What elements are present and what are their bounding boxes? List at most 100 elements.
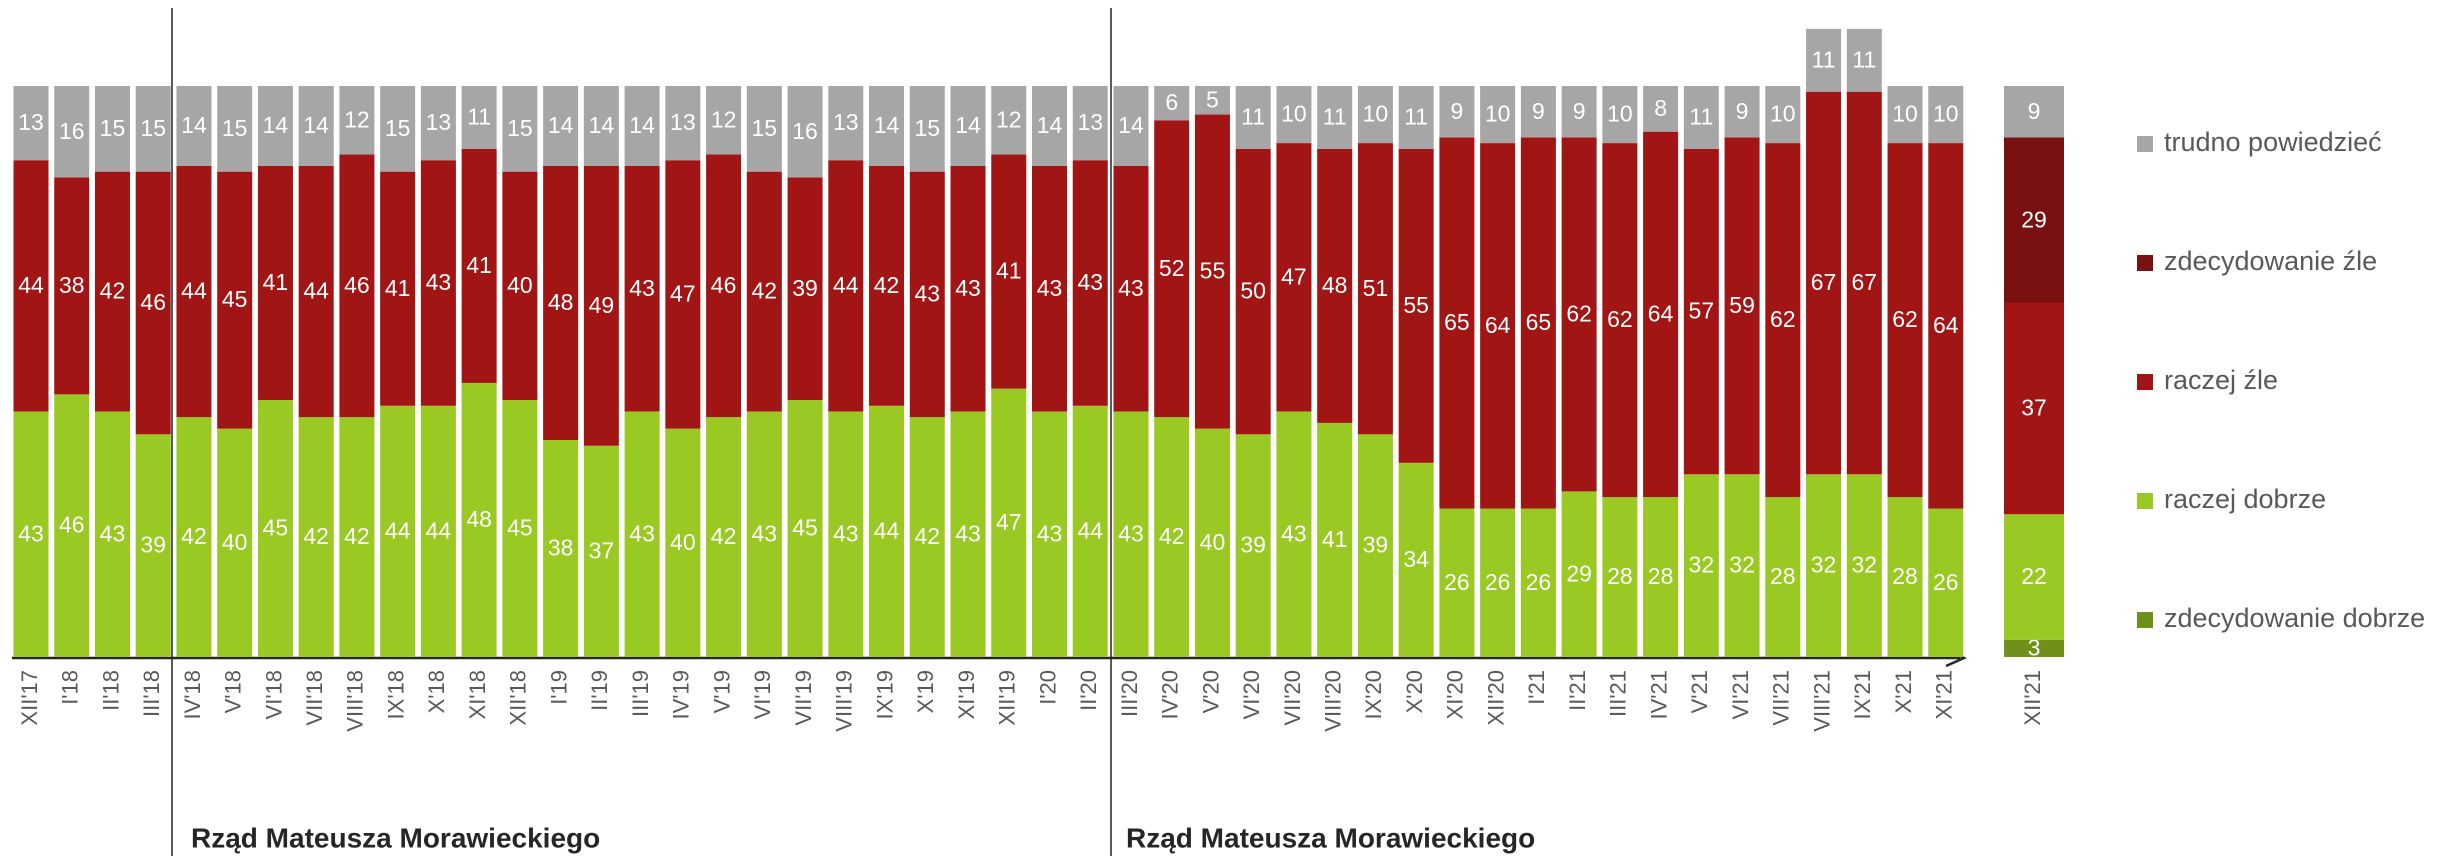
value-label: 10 <box>1363 101 1389 127</box>
x-tick-label: XI'20 <box>1443 670 1468 719</box>
legend-label: raczej dobrze <box>2164 484 2326 514</box>
value-label: 15 <box>140 115 166 141</box>
value-label: 12 <box>996 106 1022 132</box>
value-label: 28 <box>1892 563 1918 589</box>
value-label: 44 <box>18 272 44 298</box>
value-label: 43 <box>1118 520 1144 546</box>
value-label: 43 <box>833 520 859 546</box>
value-label: 37 <box>589 537 615 563</box>
value-label: 14 <box>181 112 207 138</box>
chart: 434413XII'17463816I'18434215II'18394615I… <box>0 0 2453 856</box>
value-label: 10 <box>1281 101 1307 127</box>
value-label: 47 <box>670 280 696 306</box>
value-label: 43 <box>1118 275 1144 301</box>
value-label: 28 <box>1607 563 1633 589</box>
value-label: 55 <box>1403 292 1429 318</box>
value-label: 44 <box>385 517 411 543</box>
value-label: 10 <box>1485 101 1511 127</box>
value-label: 43 <box>955 275 981 301</box>
value-label: 47 <box>996 509 1022 535</box>
x-tick-label: XI'18 <box>465 670 490 719</box>
x-tick-label: XII'21 <box>2020 670 2045 726</box>
value-label: 40 <box>1200 529 1226 555</box>
value-label: 62 <box>1892 306 1918 332</box>
value-label: 12 <box>344 106 370 132</box>
x-tick-label: XI'21 <box>1932 670 1957 719</box>
value-label: 67 <box>1811 269 1837 295</box>
value-label: 14 <box>629 112 655 138</box>
value-label: 37 <box>2021 395 2047 421</box>
annotation: Rząd Mateusza Morawieckiego <box>1126 822 1535 853</box>
value-label: 49 <box>589 292 615 318</box>
value-label: 45 <box>263 515 289 541</box>
value-label: 14 <box>874 112 900 138</box>
value-label: 44 <box>874 517 900 543</box>
value-label: 15 <box>507 115 533 141</box>
value-label: 44 <box>181 278 207 304</box>
value-label: 42 <box>100 278 126 304</box>
value-label: 67 <box>1852 269 1878 295</box>
value-label: 13 <box>1077 109 1103 135</box>
legend-label: zdecydowanie źle <box>2164 246 2377 276</box>
value-label: 64 <box>1485 312 1511 338</box>
value-label: 42 <box>303 523 329 549</box>
value-label: 32 <box>1811 552 1837 578</box>
value-label: 65 <box>1526 309 1552 335</box>
x-tick-label: VIII'19 <box>832 670 857 732</box>
value-label: 43 <box>1037 520 1063 546</box>
value-label: 44 <box>426 517 452 543</box>
value-label: 11 <box>1852 46 1876 72</box>
x-tick-label: IV'21 <box>1646 670 1671 719</box>
value-label: 15 <box>385 115 411 141</box>
value-label: 46 <box>140 289 166 315</box>
value-label: 11 <box>1689 103 1713 129</box>
value-label: 10 <box>1892 101 1918 127</box>
x-tick-label: XI'19 <box>954 670 979 719</box>
value-label: 43 <box>629 275 655 301</box>
x-tick-label: X'21 <box>1891 670 1916 713</box>
x-tick-label: IX'19 <box>872 670 897 719</box>
value-label: 39 <box>1240 532 1266 558</box>
x-tick-label: IX'21 <box>1850 670 1875 719</box>
value-label: 8 <box>1654 95 1667 121</box>
value-label: 64 <box>1648 300 1674 326</box>
value-label: 50 <box>1240 278 1266 304</box>
value-label: 26 <box>1485 569 1511 595</box>
value-label: 26 <box>1526 569 1552 595</box>
value-label: 14 <box>1037 112 1063 138</box>
value-label: 9 <box>1451 98 1464 124</box>
value-label: 32 <box>1729 552 1755 578</box>
value-label: 38 <box>548 535 574 561</box>
x-tick-label: III'18 <box>139 670 164 717</box>
legend-swatch <box>2137 255 2153 271</box>
value-label: 13 <box>833 109 859 135</box>
value-label: 9 <box>1736 98 1749 124</box>
value-label: 34 <box>1403 546 1429 572</box>
value-label: 62 <box>1770 306 1796 332</box>
value-label: 48 <box>1322 272 1348 298</box>
value-label: 9 <box>1532 98 1545 124</box>
value-label: 9 <box>1573 98 1586 124</box>
x-tick-label: II'21 <box>1565 670 1590 711</box>
x-tick-label: I'19 <box>546 670 571 705</box>
value-label: 14 <box>548 112 574 138</box>
value-label: 11 <box>1812 46 1836 72</box>
x-tick-label: XII'17 <box>17 670 42 726</box>
x-tick-label: V'21 <box>1687 670 1712 713</box>
value-label: 14 <box>589 112 615 138</box>
x-tick-label: VI'19 <box>750 670 775 719</box>
value-label: 43 <box>914 280 940 306</box>
value-label: 46 <box>711 272 737 298</box>
value-label: 40 <box>507 272 533 298</box>
x-tick-label: VII'18 <box>302 670 327 726</box>
value-label: 43 <box>426 269 452 295</box>
value-label: 11 <box>1323 103 1347 129</box>
value-label: 42 <box>711 523 737 549</box>
value-label: 65 <box>1444 309 1470 335</box>
legend-label: raczej źle <box>2164 365 2278 395</box>
x-tick-label: IX'20 <box>1361 670 1386 719</box>
value-label: 43 <box>629 520 655 546</box>
value-label: 15 <box>752 115 778 141</box>
value-label: 26 <box>1933 569 1959 595</box>
x-tick-label: III'21 <box>1606 670 1631 717</box>
